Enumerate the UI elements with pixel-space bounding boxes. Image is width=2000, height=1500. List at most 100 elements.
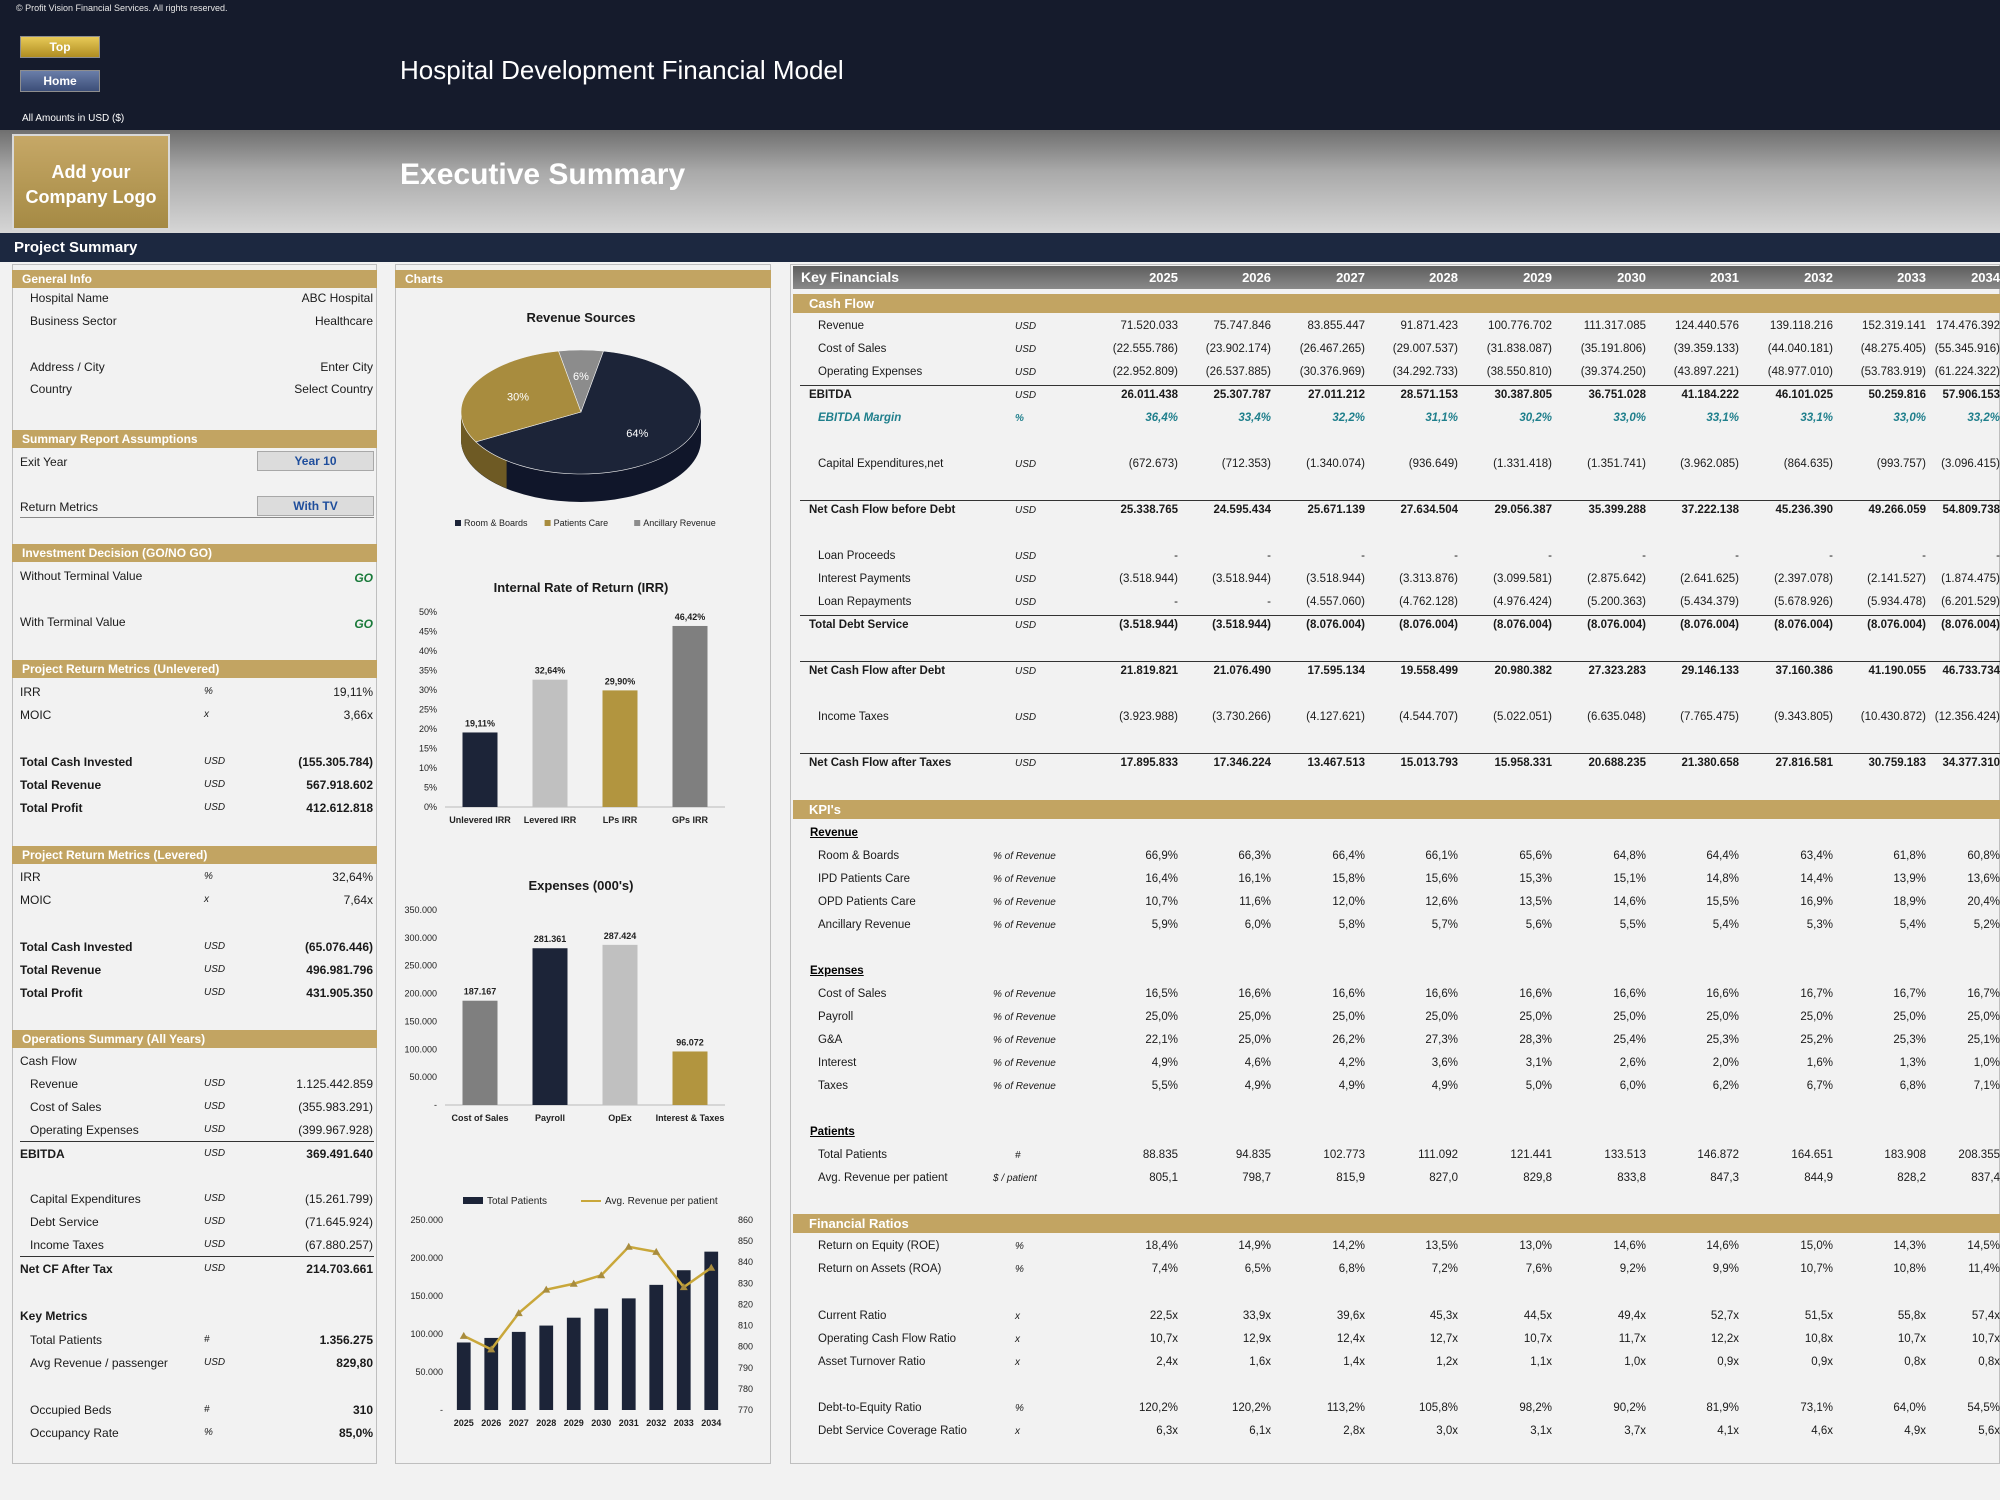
irr-chart-bar [462,732,498,807]
year-header: 2026 [1242,270,1271,285]
ratio-row-cell: 10,7x [1149,1333,1178,1345]
combo-category: 2025 [454,1418,474,1428]
kpi-revenue-row-cell: 13,9% [1893,873,1926,885]
combo-category: 2031 [619,1418,639,1428]
cashflow-row-unit: USD [1015,574,1037,585]
expenses-chart-ytick: 350.000 [404,905,437,915]
kpi-revenue-row-cell: 16,9% [1800,896,1833,908]
ratio-row-cell: 64,0% [1893,1402,1926,1414]
kpi-revenue-row-cell: 14,4% [1800,873,1833,885]
ratio-row-cell: 12,9x [1242,1333,1271,1345]
left-panel-content: General Info Hospital Name ABC Hospital Bus… [12,264,377,1464]
ops-row2-label: Debt Service [30,1215,99,1229]
cashflow-row-cell: 15.013.793 [1400,757,1458,769]
key-metric-row-value: 1.356.275 [319,1333,373,1347]
kpi-expense-row: G&A % of Revenue 22,1% 25,0% 26,2% 27,3% 28,3%… [793,1034,2000,1050]
kpi-patients-row-cell: 847,3 [1710,1172,1739,1184]
cashflow-row-cell: 17.895.833 [1120,757,1178,769]
cashflow-row-cell: 33,4% [1238,412,1271,424]
unlevered-irr-row-label: IRR [20,685,41,699]
company-logo-placeholder[interactable]: Add your Company Logo [12,134,170,230]
cashflow-row-cell: (3.962.085) [1680,458,1739,470]
kpi-patients-row-cell: 146.872 [1697,1149,1739,1161]
cashflow-row-cell: (1.351.741) [1587,458,1646,470]
key-financials-header: Key Financials 2025 2026 2027 2028 2029 2030 2… [793,266,2000,289]
ratio-row-cell: 1,2x [1436,1356,1458,1368]
cashflow-row-cell: (4.557.060) [1306,596,1365,608]
cashflow-row-cell: 25.671.139 [1307,504,1365,516]
ratio-row-cell: 81,9% [1706,1402,1739,1414]
cashflow-row: Net Cash Flow after Debt USD 21.819.821 21.… [793,665,2000,681]
ratio-row-cell: 14,3% [1893,1240,1926,1252]
kpi-expense-row-cell: 25,4% [1613,1034,1646,1046]
return-metrics-select[interactable]: With TV [257,496,374,516]
cashflow-row-unit: USD [1015,390,1037,401]
combo-category: 2034 [701,1418,721,1428]
cashflow-row-cell: 25.338.765 [1120,504,1178,516]
cashflow-row-cell: 21.076.490 [1213,665,1271,677]
legend-swatch [544,520,551,526]
cashflow-row-cell: 83.855.447 [1307,320,1365,332]
levered-row-unit: USD [204,987,226,998]
kpi-expense-row: Interest % of Revenue 4,9% 4,6% 4,2% 3,6% 3,1%… [793,1057,2000,1073]
kpi-expense-row-label: Cost of Sales [818,988,887,1000]
ratio-row-cell: 54,5% [1967,1402,2000,1414]
cashflow-row-label: Interest Payments [818,573,911,585]
cashflow-row-cell: (6.201.529) [1941,596,2000,608]
cashflow-row-unit: USD [1015,459,1037,470]
kpi-header: KPI's [793,800,2000,819]
general-info-row-label: Address / City [30,360,105,374]
key-financials-panel [790,264,2000,1464]
ops-row2-unit: USD [204,1193,226,1204]
expenses-chart-ytick: 250.000 [404,961,437,971]
combo-y2tick: 810 [738,1321,753,1331]
cashflow-row-cell: 35.399.288 [1588,504,1646,516]
ops-ebitda-value: 369.491.640 [306,1147,373,1161]
year-header: 2030 [1617,270,1646,285]
ratio-row-cell: 10,7x [1971,1333,2000,1345]
levered-irr-row: IRR% 32,64% [12,870,377,886]
ratio-row-cell: 6,1x [1249,1425,1271,1437]
cashflow-row-label: Income Taxes [818,711,889,723]
home-button[interactable]: Home [20,70,100,92]
ops-row2: Capital Expenditures USD (15.261.799) [12,1192,377,1208]
ratio-row-cell: 33,9x [1242,1310,1271,1322]
cashflow-row-cell: (34.292.733) [1392,366,1458,378]
kpi-revenue-row-cell: 5,8% [1338,919,1365,931]
ratio-row-cell: 9,2% [1619,1263,1646,1275]
combo-point [569,1279,578,1287]
kpi-expense-row-cell: 6,0% [1619,1080,1646,1092]
cashflow-row-cell: (23.902.174) [1205,343,1271,355]
key-metric-row-unit: # [204,1334,210,1345]
cashflow-row-cell: - [1996,550,2000,562]
cashflow-row-cell: - [1735,550,1739,562]
combo-y2tick: 860 [738,1215,753,1225]
kpi-patients-row-unit: # [1015,1150,1021,1161]
kpi-revenue-row-cell: 66,4% [1332,850,1365,862]
cashflow-row-cell: (1.340.074) [1306,458,1365,470]
kpi-revenue-row: Ancillary Revenue % of Revenue 5,9% 6,0% 5,8… [793,919,2000,935]
top-button[interactable]: Top [20,36,100,58]
key-metric-row-unit: % [204,1427,213,1438]
row-divider [800,661,2000,662]
kpi-revenue-row-cell: 66,3% [1238,850,1271,862]
key-metric-row-label: Total Patients [30,1333,103,1347]
combo-y2tick: 780 [738,1384,753,1394]
unlevered-moic-row-value: 3,66x [343,708,373,722]
kpi-revenue-row-cell: 64,4% [1706,850,1739,862]
kpi-expense-row-cell: 16,6% [1238,988,1271,1000]
irr-chart-ytick: 15% [419,744,437,754]
irr-chart-ytick: 50% [419,607,437,617]
key-metric-row: Occupancy Rate% 85,0% [12,1426,377,1442]
ratio-row-cell: 120,2% [1231,1402,1271,1414]
kpi-patients-row-cell: 829,8 [1523,1172,1552,1184]
expenses-chart-category: Cost of Sales [451,1113,508,1123]
ratio-row-unit: x [1015,1426,1020,1437]
kpi-patients-row-cell: 121.441 [1510,1149,1552,1161]
combo-point [487,1345,496,1353]
kpi-revenue-row-cell: 64,8% [1613,850,1646,862]
exit-year-select[interactable]: Year 10 [257,451,374,471]
ops-row-label: Cost of Sales [30,1100,102,1114]
unlevered-moic-row-unit: x [204,709,209,720]
ratio-row-cell: 10,8% [1893,1263,1926,1275]
